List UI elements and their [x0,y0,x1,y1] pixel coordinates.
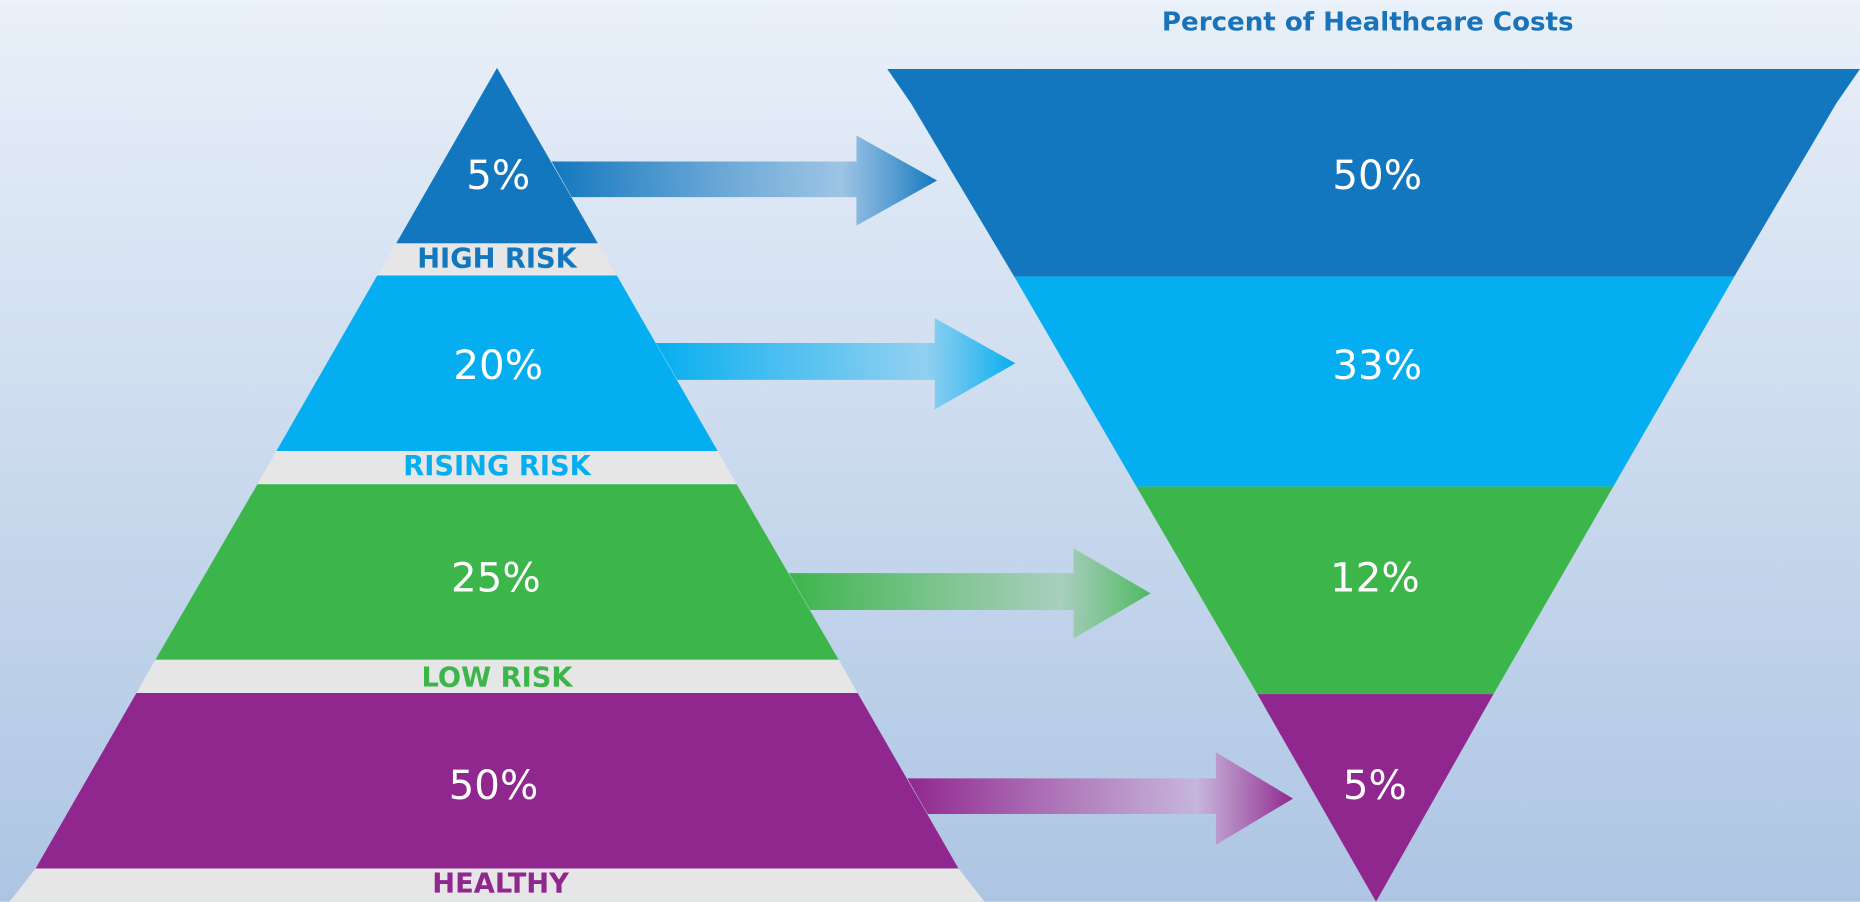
funnel-percent: 33% [1332,342,1422,389]
pyramid-tier [276,275,718,451]
funnel-percent: 12% [1330,554,1420,601]
pyramid-tier [155,484,839,660]
funnel-percent: 5% [1343,762,1407,809]
tier-percent: 25% [451,554,541,601]
arrow [907,752,1293,845]
label-band [136,659,858,693]
title: Percent of Healthcare Costs [1162,7,1574,37]
arrow [551,135,938,226]
funnel-segment [1014,276,1735,487]
arrow [655,318,1016,410]
label-band [377,243,617,276]
tier-percent: 50% [449,762,539,809]
funnel-segment [887,69,1860,277]
label-band [9,868,985,902]
tier-label: HEALTHY [432,869,570,900]
tier-label: HIGH RISK [417,244,577,275]
tier-label: LOW RISK [421,662,573,693]
funnel-segment [1136,486,1614,695]
arrow [788,548,1151,639]
label-band [257,451,737,485]
funnel-segment [1257,694,1494,902]
pyramid-tier [35,692,959,869]
tier-label: RISING RISK [403,451,591,482]
tier-percent: 5% [466,152,530,199]
funnel-percent: 50% [1332,152,1422,199]
pyramid-tier [396,67,598,244]
tier-percent: 20% [453,342,543,389]
